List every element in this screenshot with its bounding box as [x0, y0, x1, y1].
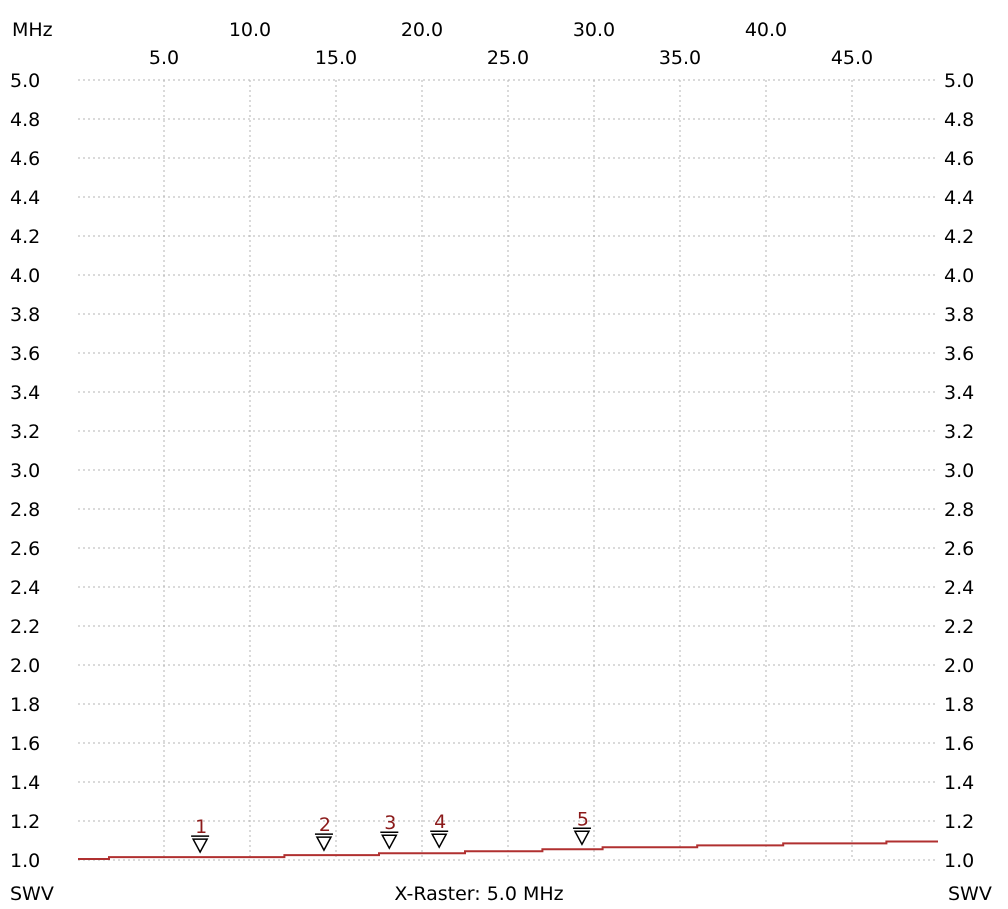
- y-tick-label-right: 4.0: [944, 265, 974, 287]
- marker-3: 3: [380, 812, 399, 850]
- marker-5: 5: [572, 808, 591, 846]
- y-tick-label-left: 4.4: [10, 187, 40, 209]
- swr-trace-line: [78, 840, 938, 860]
- y-tick-label-left: 3.6: [10, 343, 40, 365]
- x-tick-label-lower: 25.0: [487, 47, 529, 69]
- y-tick-label-right: 2.8: [944, 499, 974, 521]
- y-tick-label-left: 4.2: [10, 226, 40, 248]
- trace: [78, 840, 938, 860]
- x-tick-label-upper: 40.0: [745, 19, 787, 41]
- x-tick-label-lower: 5.0: [149, 47, 179, 69]
- x-tick-label-lower: 15.0: [315, 47, 357, 69]
- marker-4: 4: [430, 811, 449, 849]
- y-tick-label-right: 3.0: [944, 460, 974, 482]
- y-axis-label-left: SWV: [10, 883, 54, 905]
- marker-label: 3: [384, 812, 396, 834]
- y-axis-label-right: SWV: [948, 883, 992, 905]
- x-tick-label-upper: 10.0: [229, 19, 271, 41]
- y-tick-label-right: 3.2: [944, 421, 974, 443]
- x-tick-label-lower: 35.0: [659, 47, 701, 69]
- y-tick-label-right: 3.8: [944, 304, 974, 326]
- y-tick-label-left: 2.8: [10, 499, 40, 521]
- y-tick-label-right: 2.0: [944, 655, 974, 677]
- y-tick-label-left: 3.8: [10, 304, 40, 326]
- y-tick-label-left: 2.4: [10, 577, 40, 599]
- y-tick-label-right: 2.2: [944, 616, 974, 638]
- y-tick-label-left: 4.6: [10, 148, 40, 170]
- y-tick-label-right: 1.2: [944, 811, 974, 833]
- marker-label: 1: [195, 816, 207, 838]
- markers: 1 2 3 4 5: [191, 808, 591, 854]
- y-tick-label-left: 4.8: [10, 109, 40, 131]
- marker-label: 4: [434, 811, 446, 833]
- y-tick-label-left: 2.0: [10, 655, 40, 677]
- y-tick-label-left: 2.2: [10, 616, 40, 638]
- y-tick-label-right: 3.4: [944, 382, 974, 404]
- marker-triangle: [315, 836, 333, 852]
- y-tick-label-left: 1.0: [10, 850, 40, 872]
- y-tick-label-right: 2.4: [944, 577, 974, 599]
- marker-triangle: [430, 833, 448, 849]
- grid: [78, 79, 938, 861]
- y-tick-label-left: 1.2: [10, 811, 40, 833]
- y-tick-label-right: 1.6: [944, 733, 974, 755]
- y-tick-label-left: 4.0: [10, 265, 40, 287]
- y-tick-label-left: 3.2: [10, 421, 40, 443]
- marker-label: 5: [577, 808, 589, 830]
- x-tick-label-upper: 20.0: [401, 19, 443, 41]
- x-tick-label-upper: 30.0: [573, 19, 615, 41]
- y-tick-label-left: 2.6: [10, 538, 40, 560]
- x-raster-label: X-Raster: 5.0 MHz: [394, 883, 563, 905]
- y-tick-label-right: 1.8: [944, 694, 974, 716]
- y-tick-label-right: 4.8: [944, 109, 974, 131]
- marker-1: 1: [191, 816, 210, 854]
- marker-triangle: [381, 834, 398, 850]
- x-tick-label-lower: 45.0: [831, 47, 873, 69]
- y-tick-label-left: 3.0: [10, 460, 40, 482]
- y-tick-label-left: 5.0: [10, 70, 40, 92]
- marker-triangle: [191, 838, 209, 854]
- y-tick-label-right: 4.4: [944, 187, 974, 209]
- y-tick-label-right: 5.0: [944, 70, 974, 92]
- marker-label: 2: [319, 814, 331, 836]
- y-tick-label-right: 4.2: [944, 226, 974, 248]
- x-unit-label: MHz: [12, 19, 53, 41]
- marker-2: 2: [314, 814, 333, 852]
- axis-ticks: 1.0 1.0 1.2 1.2 1.4 1.4 1.6 1.6 1.8 1.8 2.0 2.0 2.2 2…: [10, 19, 974, 872]
- y-tick-label-right: 3.6: [944, 343, 974, 365]
- y-tick-label-right: 1.4: [944, 772, 974, 794]
- y-tick-label-left: 1.8: [10, 694, 40, 716]
- y-tick-label-left: 3.4: [10, 382, 40, 404]
- y-tick-label-left: 1.6: [10, 733, 40, 755]
- marker-triangle: [573, 830, 591, 846]
- y-tick-label-left: 1.4: [10, 772, 40, 794]
- y-tick-label-right: 2.6: [944, 538, 974, 560]
- y-tick-label-right: 1.0: [944, 850, 974, 872]
- y-tick-label-right: 4.6: [944, 148, 974, 170]
